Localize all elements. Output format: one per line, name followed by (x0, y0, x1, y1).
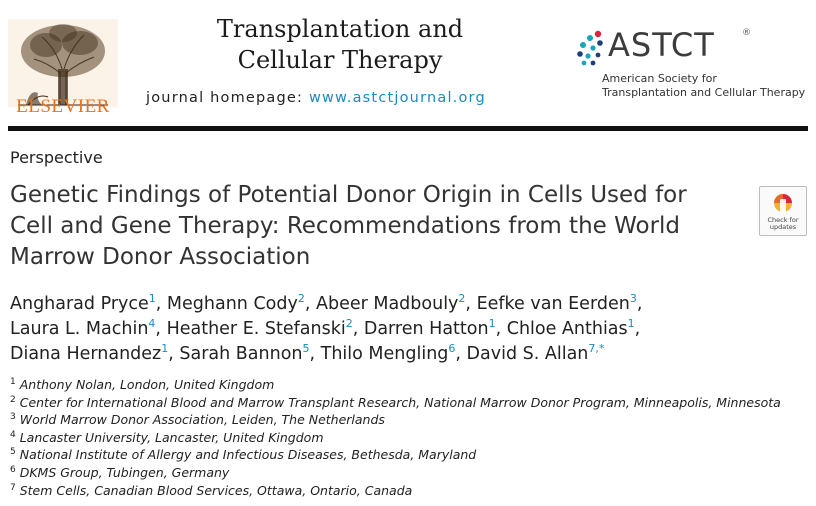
astct-subtitle-line-2: Transplantation and Cellular Therapy (602, 86, 806, 99)
author-affiliation-ref[interactable]: 1 (627, 317, 635, 331)
author-affiliation-ref[interactable]: 1 (161, 342, 169, 356)
author-name[interactable]: Angharad Pryce (10, 294, 149, 314)
author-name[interactable]: Thilo Mengling (320, 344, 449, 364)
author-line: Laura L. Machin4, Heather E. Stefanski2,… (10, 317, 770, 342)
affiliation-item: 5 National Institute of Allergy and Infe… (10, 446, 810, 464)
affiliation-number: 3 (10, 412, 16, 423)
journal-title-line-2: Cellular Therapy (237, 46, 443, 74)
affiliation-number: 1 (10, 376, 16, 387)
author-separator: , (304, 294, 316, 314)
author-affiliation-ref[interactable]: 3 (629, 292, 637, 306)
author-name[interactable]: Sarah Bannon (179, 344, 303, 364)
affiliation-number: 6 (10, 464, 16, 475)
affiliation-number: 5 (10, 447, 16, 458)
author-affiliation-ref[interactable]: 2 (458, 292, 466, 306)
author-affiliation-ref[interactable]: 1 (488, 317, 496, 331)
author-line: Diana Hernandez1, Sarah Bannon5, Thilo M… (10, 342, 770, 367)
astct-logo: ASTCT ® American Society for Transplanta… (574, 22, 814, 102)
elsevier-tree-logo-icon (8, 19, 118, 107)
astct-dots-icon (577, 30, 603, 66)
homepage-link[interactable]: www.astctjournal.org (308, 90, 486, 106)
affiliation-text: DKMS Group, Tubingen, Germany (19, 464, 230, 480)
affiliation-text: National Institute of Allergy and Infect… (19, 447, 477, 463)
check-for-updates-button[interactable]: Check for updates (759, 186, 807, 236)
astct-subtitle-line-1: American Society for (602, 72, 717, 85)
title-line: Marrow Donor Association (10, 244, 311, 270)
author-name[interactable]: Heather E. Stefanski (166, 319, 346, 339)
author-separator: , (168, 344, 180, 364)
author-affiliation-ref[interactable]: 4 (148, 317, 156, 331)
affiliation-item: 7 Stem Cells, Canadian Blood Services, O… (10, 482, 810, 500)
affiliation-list: 1 Anthony Nolan, London, United Kingdom … (10, 376, 810, 499)
author-name[interactable]: Abeer Madbouly (315, 294, 459, 314)
affiliation-item: 1 Anthony Nolan, London, United Kingdom (10, 376, 810, 394)
affiliation-text: Anthony Nolan, London, United Kingdom (19, 377, 275, 392)
affiliation-number: 7 (10, 482, 16, 493)
author-affiliation-ref[interactable]: 6 (448, 342, 456, 356)
author-name[interactable]: David S. Allan (466, 344, 589, 364)
author-separator: , (465, 294, 477, 314)
author-separator: , (155, 294, 167, 314)
author-name[interactable]: Diana Hernandez (10, 344, 162, 364)
homepage-label: journal homepage: (146, 90, 309, 106)
author-affiliation-ref[interactable]: 2 (297, 292, 305, 306)
header-divider (8, 126, 808, 131)
author-name[interactable]: Eefke van Eerden (476, 294, 630, 314)
article-type: Perspective (10, 148, 103, 167)
author-affiliation-ref[interactable]: 5 (302, 342, 310, 356)
affiliation-item: 6 DKMS Group, Tubingen, Germany (10, 464, 810, 482)
affiliation-item: 3 World Marrow Donor Association, Leiden… (10, 411, 810, 429)
check-updates-icon (774, 194, 792, 213)
publisher-name: ELSEVIER (16, 96, 110, 117)
affiliation-item: 4 Lancaster University, Lancaster, Unite… (10, 429, 810, 447)
author-name[interactable]: Darren Hatton (363, 319, 489, 339)
badge-line-2: updates (769, 223, 797, 231)
affiliation-text: Lancaster University, Lancaster, United … (19, 429, 324, 445)
registered-mark: ® (742, 28, 751, 38)
astct-wordmark: ASTCT (608, 26, 715, 64)
author-separator: , (634, 319, 641, 339)
affiliation-number: 4 (10, 429, 16, 440)
author-line: Angharad Pryce1, Meghann Cody2, Abeer Ma… (10, 292, 770, 317)
author-separator: , (155, 319, 167, 339)
title-line: Genetic Findings of Potential Donor Orig… (10, 182, 687, 208)
affiliation-text: Stem Cells, Canadian Blood Services, Ott… (19, 482, 413, 498)
author-name[interactable]: Chloe Anthias (506, 319, 628, 339)
author-name[interactable]: Laura L. Machin (10, 319, 149, 339)
author-separator: , (455, 344, 467, 364)
author-separator: , (309, 344, 321, 364)
journal-title: Transplantation and Cellular Therapy (190, 14, 490, 76)
author-list: Angharad Pryce1, Meghann Cody2, Abeer Ma… (10, 292, 770, 367)
author-separator: , (352, 319, 364, 339)
author-separator: , (636, 294, 643, 314)
affiliation-number: 2 (10, 394, 16, 405)
check-updates-label: Check for updates (760, 217, 806, 231)
journal-header: ELSEVIER Transplantation and Cellular Th… (0, 0, 816, 132)
affiliation-item: 2 Center for International Blood and Mar… (10, 394, 810, 412)
badge-line-1: Check for (767, 216, 799, 224)
title-line: Cell and Gene Therapy: Recommendations f… (10, 213, 681, 239)
author-affiliation-ref[interactable]: 1 (148, 292, 156, 306)
article-title: Genetic Findings of Potential Donor Orig… (10, 180, 730, 273)
author-separator: , (495, 319, 507, 339)
affiliation-text: World Marrow Donor Association, Leiden, … (19, 412, 385, 428)
author-affiliation-ref[interactable]: 2 (345, 317, 353, 331)
author-name[interactable]: Meghann Cody (166, 294, 298, 314)
journal-title-line-1: Transplantation and (216, 15, 464, 43)
author-affiliation-ref[interactable]: 7,* (588, 342, 605, 356)
journal-homepage: journal homepage: www.astctjournal.org (146, 90, 486, 106)
affiliation-text: Center for International Blood and Marro… (19, 394, 781, 410)
